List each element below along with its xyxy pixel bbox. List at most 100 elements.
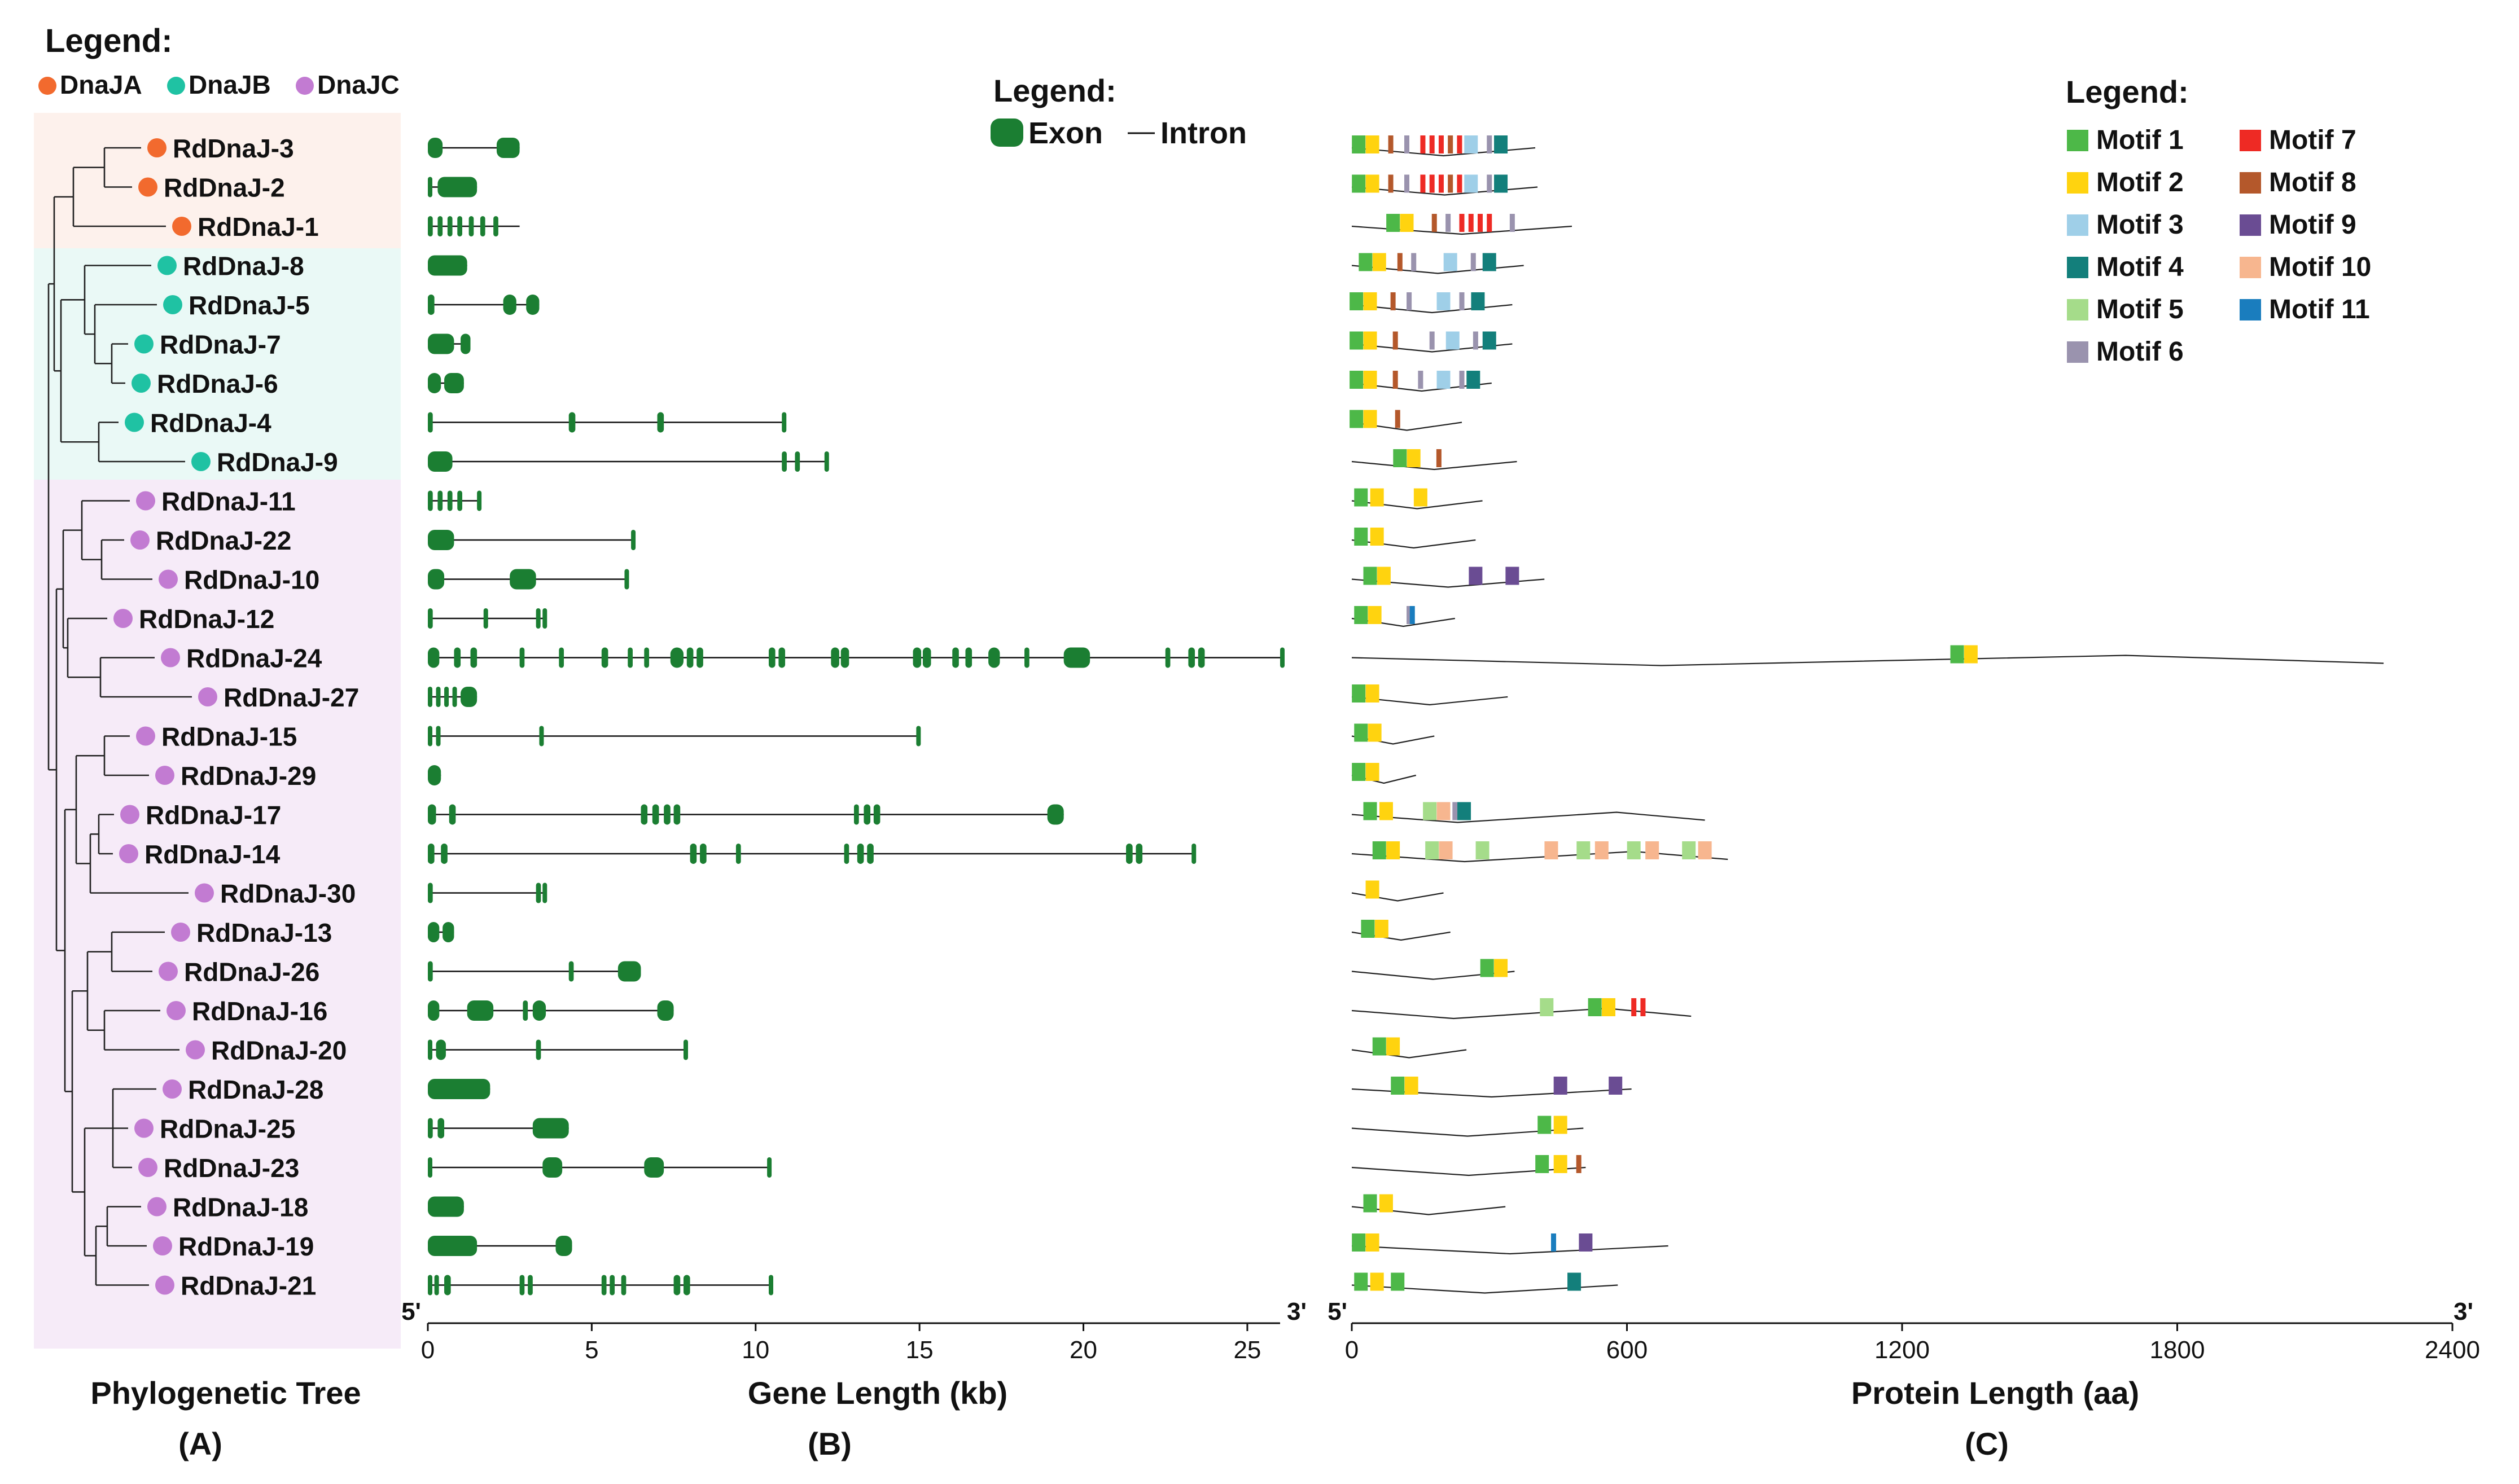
exon-block: [503, 295, 516, 315]
legend-motif-label: Motif 11: [2269, 295, 2370, 324]
motif-1: [1350, 292, 1364, 310]
exon-block: [457, 490, 462, 511]
exon-block: [483, 608, 488, 629]
gene-label: RdDnaJ-6: [157, 369, 278, 398]
exon-block: [528, 1275, 533, 1296]
legend-motif-label: Motif 9: [2269, 210, 2356, 240]
exon-block: [652, 804, 659, 825]
exon-block: [428, 804, 436, 825]
motif-2: [1363, 331, 1377, 350]
exon-block: [428, 726, 432, 747]
motif-2: [1370, 528, 1384, 546]
legend-b-exon-swatch: [991, 118, 1023, 147]
motif-5: [1576, 841, 1591, 859]
motif-1: [1363, 1194, 1377, 1213]
motif-2: [1379, 802, 1393, 820]
legend-motif-label: Motif 10: [2269, 252, 2371, 282]
motif-1: [1480, 959, 1494, 977]
panel-c-label: (C): [1965, 1426, 2009, 1461]
motif-6: [1407, 606, 1412, 624]
legend-b-title: Legend:: [993, 73, 1116, 108]
exon-block: [428, 295, 435, 315]
motif-1: [1363, 567, 1377, 585]
motif-1: [1537, 1116, 1552, 1134]
exon-block: [493, 216, 498, 236]
motif-6: [1459, 292, 1465, 310]
motif-7: [1457, 135, 1462, 153]
panel-b-title: Gene Length (kb): [748, 1375, 1007, 1411]
exon-block: [601, 1275, 607, 1296]
motif-1: [1361, 920, 1375, 938]
gene-label: RdDnaJ-22: [156, 526, 291, 555]
gene-dot: [155, 1275, 174, 1295]
exon-block: [457, 216, 462, 236]
motif-7: [1457, 174, 1462, 193]
exon-block: [922, 647, 931, 668]
motif-8: [1448, 135, 1453, 153]
gene-dot: [132, 374, 151, 393]
exon-block: [437, 1118, 445, 1139]
motif-9: [1505, 567, 1519, 585]
gene-dot: [136, 726, 155, 746]
motif-7: [1429, 174, 1435, 193]
gene-dot: [191, 452, 211, 471]
motif-6: [1487, 174, 1492, 193]
gene-dot: [171, 923, 190, 942]
motif-7: [1420, 174, 1426, 193]
exon-block: [673, 1275, 681, 1296]
protein-backbone: [1351, 1049, 1467, 1059]
exon-block: [428, 333, 454, 354]
exon-block: [447, 216, 453, 236]
exon-block: [447, 490, 453, 511]
axis-c-tick-label: 0: [1345, 1336, 1359, 1364]
protein-backbone: [1351, 850, 1728, 863]
exon-block: [428, 1039, 432, 1060]
exon-block: [428, 961, 433, 982]
exon-block: [854, 804, 859, 825]
motif-8: [1388, 135, 1394, 153]
exon-block: [428, 647, 440, 668]
gene-dot: [172, 217, 191, 236]
motif-2: [1377, 567, 1391, 585]
motif-7: [1487, 214, 1492, 232]
legend-a-title: Legend:: [45, 23, 173, 59]
exon-block: [684, 1275, 690, 1296]
motif-2: [1370, 1272, 1384, 1291]
axis-b-tick-label: 5: [585, 1336, 598, 1364]
exon-block: [519, 1275, 525, 1296]
exon-block: [844, 844, 849, 864]
motif-2: [1494, 959, 1508, 977]
motif-2: [1386, 1037, 1400, 1056]
exon-block: [1024, 647, 1029, 668]
exon-block: [428, 530, 454, 550]
motif-2: [1365, 763, 1379, 781]
exon-block: [461, 687, 477, 707]
exon-block: [610, 1275, 615, 1296]
exon-block: [670, 647, 684, 668]
motif-6: [1407, 292, 1412, 310]
exon-block: [428, 1000, 440, 1021]
motif-6: [1509, 214, 1515, 232]
axis-c-tick-label: 2400: [2425, 1336, 2480, 1364]
exon-block: [644, 1157, 664, 1178]
gene-label: RdDnaJ-19: [178, 1232, 314, 1261]
gene-label: RdDnaJ-21: [181, 1271, 316, 1301]
clade-bg-dnajb: [34, 248, 401, 480]
gene-dot: [138, 1158, 157, 1177]
exon-block: [539, 726, 544, 747]
gene-label: RdDnaJ-14: [144, 840, 281, 869]
motif-1: [1350, 371, 1364, 389]
motif-2: [1553, 1155, 1567, 1173]
axis-b-tick-label: 10: [742, 1336, 769, 1364]
exon-block: [664, 804, 671, 825]
axis-b-tick-label: 15: [906, 1336, 934, 1364]
motif-7: [1640, 998, 1646, 1016]
legend-motif-swatch: [2240, 130, 2261, 151]
motif-7: [1631, 998, 1637, 1016]
gene-structures: [428, 138, 1285, 1296]
motif-2: [1602, 998, 1615, 1016]
exon-block: [536, 1039, 541, 1060]
exon-block: [437, 216, 443, 236]
panel-a-title: Phylogenetic Tree: [90, 1375, 361, 1411]
motif-7: [1478, 214, 1483, 232]
